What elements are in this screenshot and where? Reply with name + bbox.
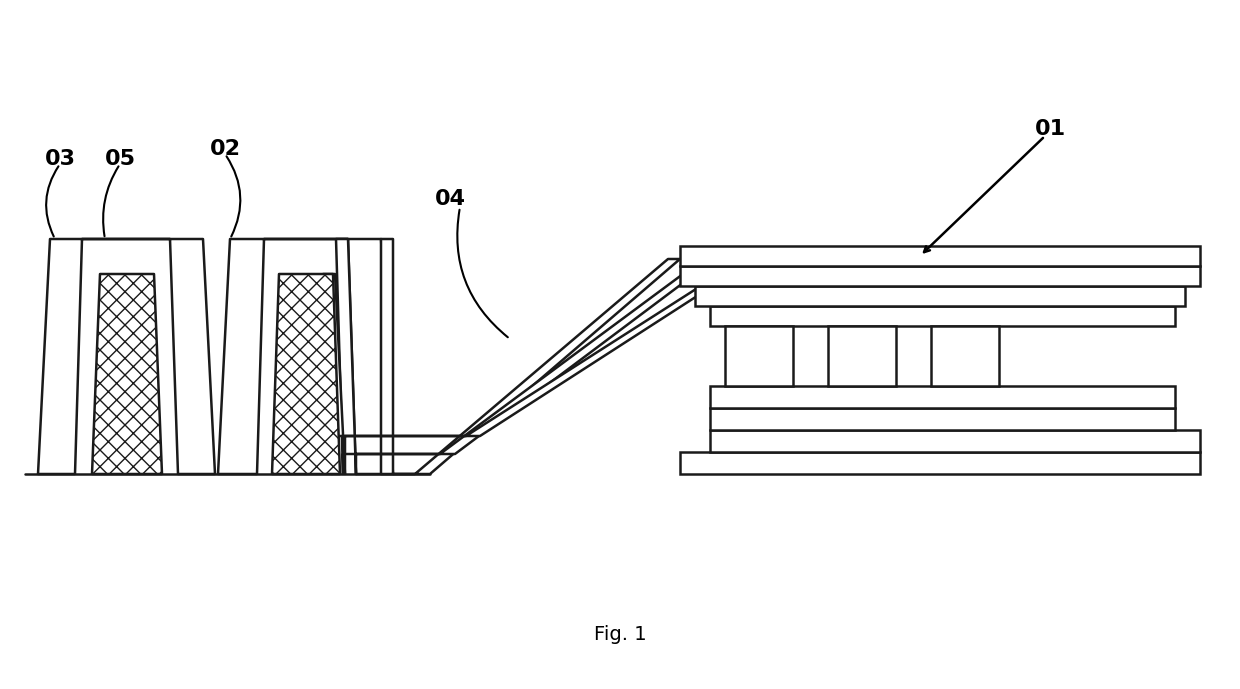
Polygon shape (381, 239, 680, 474)
Bar (711, 430, 1200, 452)
Text: 05: 05 (104, 149, 135, 169)
Text: 03: 03 (45, 149, 76, 169)
Bar (680, 246, 1200, 266)
Bar (828, 326, 897, 386)
Polygon shape (92, 274, 162, 474)
Bar (711, 306, 1176, 326)
Text: 01: 01 (1034, 119, 1065, 139)
Polygon shape (38, 239, 215, 474)
Text: Fig. 1: Fig. 1 (594, 624, 646, 644)
Polygon shape (218, 239, 393, 474)
Bar (680, 452, 1200, 474)
Bar (931, 326, 999, 386)
Bar (680, 266, 1200, 286)
Text: 04: 04 (434, 189, 465, 209)
Bar (711, 386, 1176, 408)
Bar (694, 286, 1185, 306)
Text: 02: 02 (210, 139, 241, 159)
Polygon shape (322, 274, 708, 474)
Bar (725, 326, 794, 386)
Polygon shape (336, 239, 694, 474)
Polygon shape (272, 274, 340, 474)
Bar (711, 408, 1176, 430)
